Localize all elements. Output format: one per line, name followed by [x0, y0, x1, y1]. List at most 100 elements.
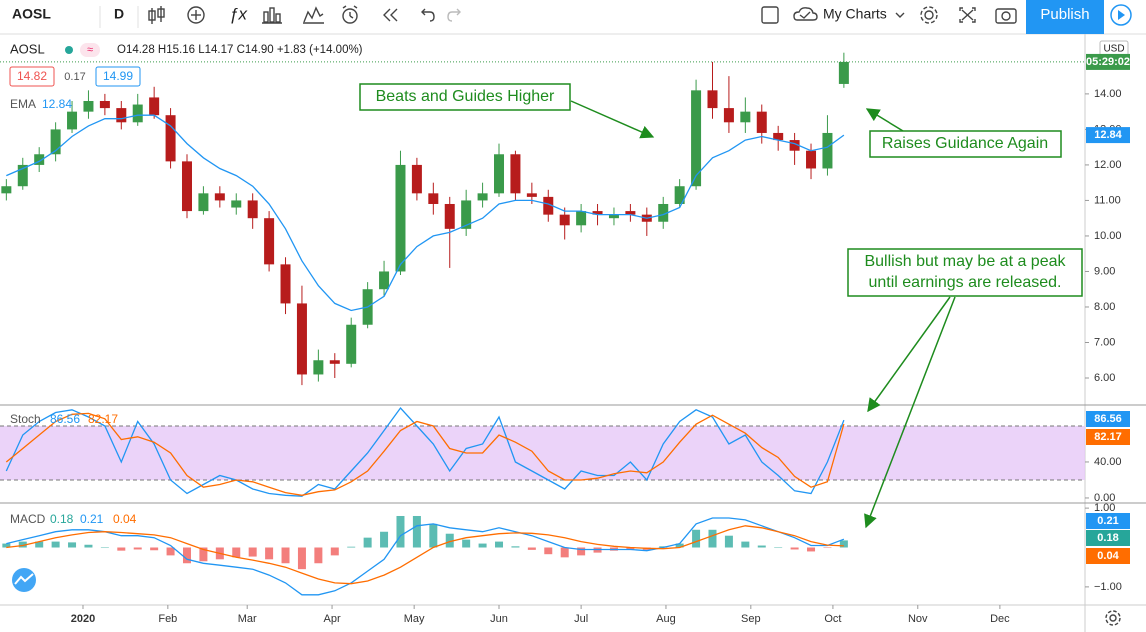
candle-body	[329, 360, 340, 364]
ema-legend-name: EMA	[10, 97, 36, 111]
candle-body	[149, 97, 160, 116]
sell-box[interactable]	[9, 66, 55, 87]
fullscreen-button[interactable]	[959, 7, 976, 23]
macd-histogram-bar	[478, 543, 487, 548]
macd-histogram-bar	[117, 547, 126, 551]
indicator-axis-label-box	[1086, 548, 1130, 564]
candle-body	[50, 129, 61, 155]
indicators-button[interactable]: ƒx	[229, 4, 247, 23]
ideas-button[interactable]	[1110, 4, 1132, 26]
macd-histogram-bar	[527, 547, 536, 550]
currency-label[interactable]: USD	[1103, 44, 1124, 55]
ideas-play	[1118, 10, 1125, 20]
symbol-search[interactable]: AOSL	[12, 6, 51, 22]
candle-body	[608, 214, 619, 219]
annotation-box	[847, 248, 1083, 297]
interval-button[interactable]: D	[114, 6, 124, 22]
candle-body	[247, 200, 258, 219]
y-tick-label: −1.00	[1094, 581, 1122, 593]
x-tick-label: Jul	[574, 613, 588, 625]
undo-button[interactable]	[421, 8, 435, 22]
y-tick-label: 12.00	[1094, 159, 1122, 171]
layout-button[interactable]	[761, 6, 779, 24]
publish-label[interactable]: Publish	[1040, 6, 1089, 23]
buy-box[interactable]	[95, 66, 141, 87]
indicator-axis-label-box	[1086, 429, 1130, 445]
candle-body	[17, 164, 28, 187]
candle-body	[461, 200, 472, 229]
annotation-arrow	[867, 296, 951, 413]
y-tick-label: 14.00	[1094, 88, 1122, 100]
annotation-arrow	[570, 100, 655, 139]
macd-histogram-bar	[757, 545, 766, 548]
macd-histogram-bar	[807, 547, 816, 552]
stoch-line	[5, 406, 845, 497]
macd-histogram-bar	[839, 540, 848, 548]
candle-body	[494, 154, 505, 194]
candle-body	[181, 161, 192, 212]
financials-button[interactable]	[262, 7, 282, 24]
my-charts-chevron[interactable]	[895, 12, 905, 18]
macd-histogram-bar	[544, 547, 553, 555]
macd-histogram-bar	[182, 547, 191, 564]
macd-line	[6, 517, 845, 596]
snapshot-button[interactable]	[995, 8, 1017, 24]
annotation-text: Raises Guidance Again	[882, 135, 1048, 152]
candle-body	[411, 164, 422, 194]
macd-histogram-bar	[445, 533, 454, 548]
chart-type-button[interactable]	[148, 6, 165, 24]
y-tick-label: 9.00	[1094, 265, 1115, 277]
bid-price[interactable]: 14.82	[17, 69, 47, 83]
templates-button[interactable]	[303, 6, 324, 24]
annotation-arrow	[865, 108, 904, 132]
x-tick-label: Jun	[490, 613, 508, 625]
settings-button[interactable]	[920, 6, 938, 24]
macd-histogram-bar	[68, 542, 77, 548]
axis-settings-button[interactable]	[1105, 610, 1121, 626]
y-tick-label: 40.00	[1094, 456, 1122, 468]
y-tick-label: 0.00	[1094, 492, 1115, 504]
ema-line	[6, 114, 845, 312]
candle-body	[395, 164, 406, 272]
macd-histogram-bar	[84, 544, 93, 548]
annotation-box	[869, 130, 1062, 158]
candle-body	[773, 132, 784, 141]
ask-price[interactable]: 14.99	[103, 69, 133, 83]
macd-histogram-bar	[248, 547, 257, 557]
compare-button[interactable]	[187, 6, 205, 24]
candle-body	[132, 104, 143, 123]
macd-histogram-bar	[708, 529, 717, 548]
macd-histogram-bar	[495, 541, 504, 548]
candle-body	[707, 90, 718, 109]
macd-histogram-bar	[363, 537, 372, 548]
candle-body	[34, 154, 45, 165]
indicator-name: Stoch	[10, 412, 41, 426]
data-status	[80, 43, 100, 57]
plot-area	[0, 52, 1085, 596]
y-tick-label: 1.00	[1094, 502, 1115, 514]
x-tick-label: Feb	[158, 613, 177, 625]
macd-histogram-bar	[675, 543, 684, 548]
annotation-text: Bullish but may be at a peak	[864, 253, 1066, 270]
replay-button[interactable]	[383, 8, 398, 22]
macd-histogram-bar	[330, 547, 339, 556]
publish-button[interactable]	[1026, 0, 1104, 34]
candle-body	[756, 111, 767, 133]
indicator-axis-label: 0.18	[1097, 532, 1118, 544]
macd-histogram-bar	[396, 515, 405, 548]
candle-body	[1, 186, 12, 194]
macd-histogram-bar	[150, 547, 159, 551]
x-tick-label: Mar	[238, 613, 257, 625]
redo-button[interactable]	[447, 8, 461, 22]
macd-histogram-bar	[297, 547, 306, 570]
indicator-axis-label: 0.04	[1097, 550, 1119, 562]
alert-button[interactable]	[342, 5, 358, 24]
x-tick-label: Apr	[323, 613, 340, 625]
candle-body	[477, 193, 488, 201]
annotation: Bullish but may be at a peak until earni…	[847, 248, 1083, 529]
x-tick-label: 2020	[71, 613, 95, 625]
my-charts-button[interactable]: My Charts	[823, 6, 887, 22]
macd-histogram-bar	[577, 547, 586, 556]
legend-symbol: AOSL	[10, 41, 45, 56]
annotation: Raises Guidance Again	[865, 108, 1062, 158]
